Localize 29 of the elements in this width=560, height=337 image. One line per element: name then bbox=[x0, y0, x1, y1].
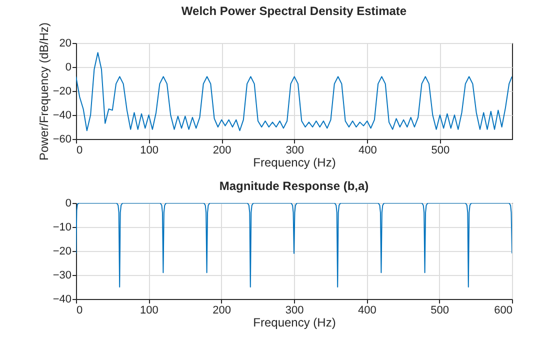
x-tick-label: 300 bbox=[285, 304, 304, 316]
x-axis-title: Frequency (Hz) bbox=[253, 316, 336, 330]
y-tick-label: −60 bbox=[52, 134, 72, 146]
y-tick-label: −20 bbox=[52, 246, 72, 258]
y-tick-label: −20 bbox=[52, 86, 72, 98]
x-tick-label: 200 bbox=[212, 144, 232, 156]
y-tick-label: −10 bbox=[52, 222, 72, 234]
x-axis-title: Frequency (Hz) bbox=[253, 156, 336, 170]
x-tick-label: 500 bbox=[431, 144, 450, 156]
x-tick-label: 400 bbox=[358, 144, 377, 156]
y-tick-label: −40 bbox=[52, 294, 72, 306]
chart-title: Welch Power Spectral Density Estimate bbox=[181, 4, 407, 18]
x-tick-label: 400 bbox=[358, 304, 376, 316]
chart-title: Magnitude Response (b,a) bbox=[219, 179, 369, 193]
x-tick-label: 500 bbox=[430, 304, 450, 316]
x-tick-label: 100 bbox=[140, 304, 158, 316]
y-tick-label: 0 bbox=[65, 198, 72, 210]
y-tick-label: −40 bbox=[52, 110, 72, 122]
x-tick-label: 300 bbox=[286, 144, 304, 156]
x-tick-label: 0 bbox=[76, 144, 83, 156]
x-tick-label: 200 bbox=[212, 304, 232, 316]
line-series bbox=[76, 52, 512, 132]
x-tick-label: 0 bbox=[76, 304, 83, 316]
y-tick-label: 20 bbox=[59, 38, 72, 50]
y-tick-label: −30 bbox=[52, 270, 72, 282]
y-tick-label: 0 bbox=[65, 62, 72, 74]
x-tick-label: 100 bbox=[140, 144, 158, 156]
x-tick-label: 600 bbox=[494, 304, 512, 316]
y-axis-title: Power/Frequency (dB/Hz) bbox=[36, 22, 51, 161]
